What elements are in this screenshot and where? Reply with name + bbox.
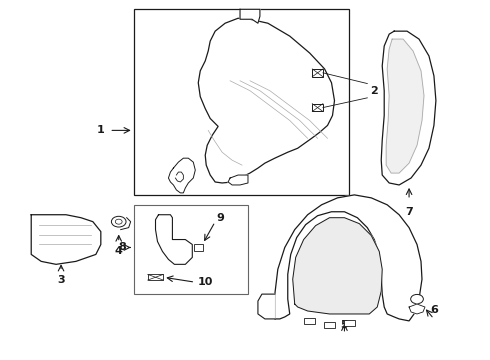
Text: 7: 7 xyxy=(405,207,413,217)
Bar xyxy=(312,69,323,77)
Text: 6: 6 xyxy=(430,305,438,315)
Polygon shape xyxy=(386,39,424,173)
Bar xyxy=(194,244,203,251)
Text: 5: 5 xyxy=(341,320,348,330)
Polygon shape xyxy=(275,195,422,321)
Text: 10: 10 xyxy=(198,277,213,287)
Polygon shape xyxy=(155,215,192,264)
Bar xyxy=(324,321,335,328)
Text: 3: 3 xyxy=(57,275,65,285)
Circle shape xyxy=(115,219,122,224)
Bar xyxy=(312,104,323,112)
Text: 4: 4 xyxy=(115,246,122,256)
Text: 1: 1 xyxy=(97,125,104,135)
Bar xyxy=(304,318,316,324)
Polygon shape xyxy=(258,294,275,319)
Polygon shape xyxy=(198,18,335,183)
Polygon shape xyxy=(169,158,196,193)
Bar xyxy=(147,274,163,280)
Circle shape xyxy=(411,294,423,304)
Polygon shape xyxy=(240,9,260,23)
Text: 9: 9 xyxy=(217,213,224,223)
Polygon shape xyxy=(228,175,248,185)
Bar xyxy=(134,205,248,294)
Bar xyxy=(134,9,349,195)
Circle shape xyxy=(111,216,126,227)
Bar xyxy=(343,320,355,326)
Text: 8: 8 xyxy=(119,243,126,252)
Text: 2: 2 xyxy=(370,86,377,96)
Polygon shape xyxy=(31,215,101,264)
Polygon shape xyxy=(409,304,425,314)
Polygon shape xyxy=(381,31,436,185)
Polygon shape xyxy=(293,218,382,314)
